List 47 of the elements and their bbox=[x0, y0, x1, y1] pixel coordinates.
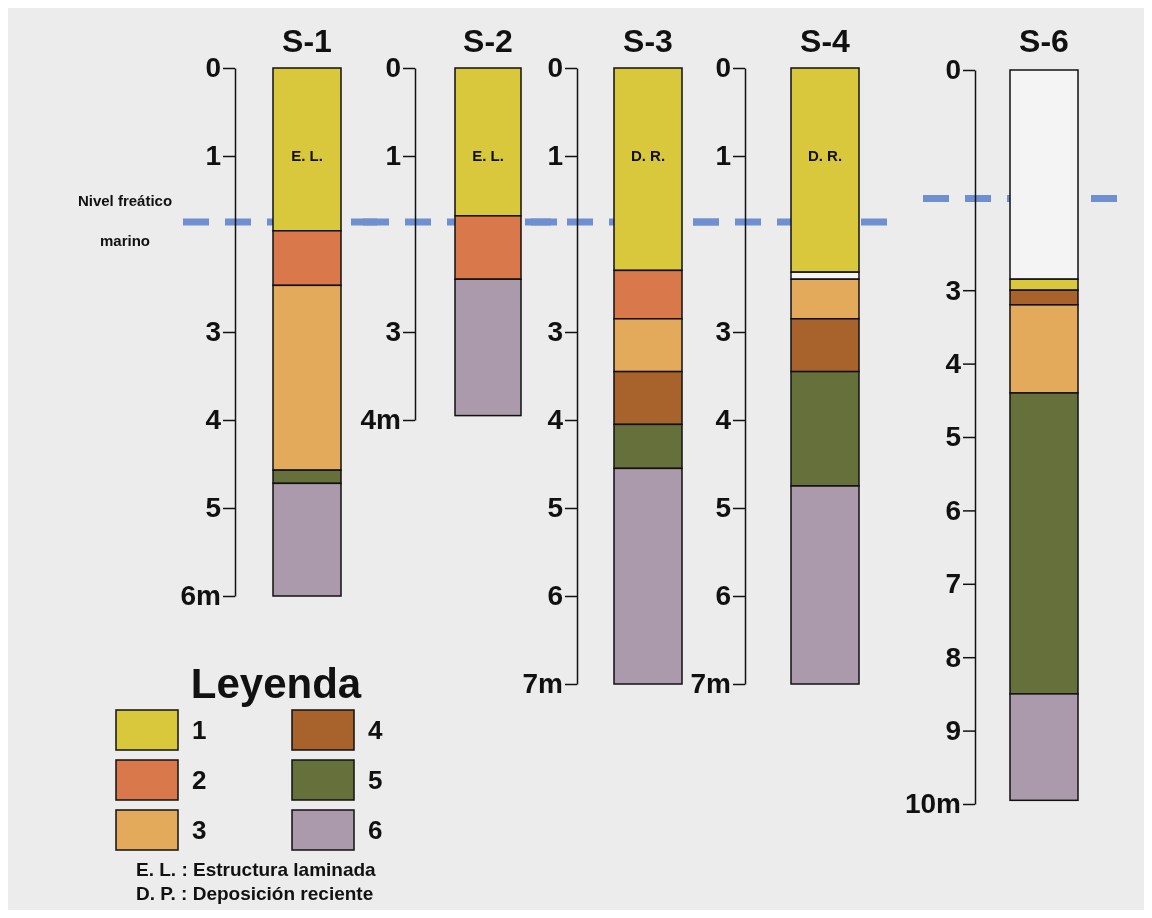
y-tick-label: 0 bbox=[945, 54, 961, 86]
y-tick-label: 0 bbox=[715, 52, 731, 84]
y-tick-label: 6 bbox=[547, 580, 563, 612]
y-tick-label: 4 bbox=[205, 404, 222, 436]
legend-title: Leyenda bbox=[190, 660, 362, 707]
y-tick-label: 7 bbox=[945, 568, 961, 600]
y-tick-label: 9 bbox=[945, 715, 961, 747]
y-tick-label: 0 bbox=[205, 52, 221, 84]
annotation: D. R. bbox=[807, 147, 843, 165]
y-tick-label: 5 bbox=[945, 421, 961, 453]
y-tick-label: 5 bbox=[205, 492, 221, 524]
y-tick-label: 3 bbox=[715, 316, 731, 348]
annotation: E. L. bbox=[472, 147, 504, 165]
legend-label: 2 bbox=[192, 765, 207, 796]
text: Nivel freático marino bbox=[77, 192, 173, 249]
y-tick-label: 1 bbox=[547, 140, 563, 172]
y-tick-label: 7m bbox=[522, 668, 563, 700]
chart-title: S-6 bbox=[1019, 23, 1069, 59]
y-tick-label: 4 bbox=[547, 404, 564, 436]
y-tick-label: 4m bbox=[360, 404, 401, 436]
chart-title: S-2 bbox=[463, 23, 513, 59]
chart-title: S-4 bbox=[800, 23, 851, 59]
text: E. L. : Estructura laminada bbox=[136, 859, 377, 880]
y-tick-label: 3 bbox=[547, 316, 563, 348]
y-tick-label: 3 bbox=[945, 274, 961, 306]
y-tick-label: 5 bbox=[715, 492, 731, 524]
y-tick-label: 6 bbox=[945, 494, 961, 526]
y-tick-label: 0 bbox=[547, 52, 563, 84]
y-tick-label: 1 bbox=[385, 140, 401, 172]
y-tick-label: 3 bbox=[385, 316, 401, 348]
y-tick-label: 4 bbox=[945, 348, 962, 380]
annotation: D. R. bbox=[630, 147, 666, 165]
chart-title: S-3 bbox=[623, 23, 673, 59]
annotation: E. L. bbox=[291, 147, 323, 165]
y-tick-label: 8 bbox=[945, 641, 961, 673]
text: D. P. : Deposición reciente bbox=[136, 883, 374, 904]
y-tick-label: 10m bbox=[904, 788, 961, 820]
y-tick-label: 5 bbox=[547, 492, 563, 524]
y-tick-label: 6 bbox=[715, 580, 731, 612]
y-tick-label: 0 bbox=[385, 52, 401, 84]
y-tick-label: 4 bbox=[715, 404, 732, 436]
y-tick-label: 3 bbox=[205, 316, 221, 348]
y-tick-label: 1 bbox=[205, 140, 221, 172]
chart-title: S-1 bbox=[282, 23, 332, 59]
y-tick-label: 6m bbox=[180, 580, 221, 612]
y-tick-label: 7m bbox=[690, 668, 731, 700]
y-tick-label: 1 bbox=[715, 140, 731, 172]
